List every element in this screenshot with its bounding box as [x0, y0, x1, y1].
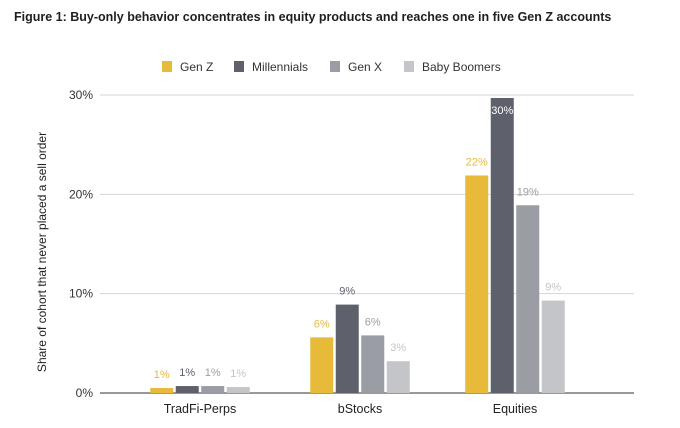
legend-swatch [162, 61, 172, 72]
y-tick-label: 0% [76, 386, 94, 400]
data-label: 19% [517, 186, 539, 198]
data-label: 1% [179, 367, 195, 379]
data-label: 1% [154, 369, 170, 381]
data-label: 9% [545, 282, 561, 294]
data-label: 6% [365, 316, 381, 328]
bar [310, 337, 334, 393]
x-category-label: Equities [493, 402, 537, 416]
y-tick-label: 30% [69, 88, 93, 102]
data-label: 30% [491, 105, 513, 117]
legend-label: Baby Boomers [422, 60, 501, 74]
data-label: 22% [466, 156, 488, 168]
x-category-label: TradFi-Perps [164, 402, 236, 416]
legend-label: Gen X [348, 60, 382, 74]
y-tick-label: 10% [69, 287, 93, 301]
legend-swatch [234, 61, 244, 72]
data-label: 1% [205, 367, 221, 379]
legend-swatch [404, 61, 414, 72]
y-axis-ticks: 0% 10% 20% 30% [69, 88, 93, 400]
legend-label: Gen Z [180, 60, 213, 74]
data-label: 1% [230, 368, 246, 380]
y-tick-label: 20% [69, 187, 93, 201]
legend-label: Millennials [252, 60, 308, 74]
data-label: 9% [339, 286, 355, 298]
y-axis-label: Share of cohort that never placed a sell… [35, 132, 49, 372]
chart-title: Figure 1: Buy-only behavior concentrates… [14, 10, 612, 24]
bar [465, 175, 489, 393]
bars [150, 97, 565, 393]
bar [201, 386, 225, 393]
bar [516, 205, 540, 393]
bar [541, 300, 565, 393]
bar [386, 361, 410, 393]
data-label: 6% [314, 318, 330, 330]
bar [335, 304, 359, 393]
data-label: 3% [390, 342, 406, 354]
bar [226, 387, 250, 393]
legend-swatch [330, 61, 340, 72]
x-axis-categories: TradFi-Perps bStocks Equities [164, 402, 537, 416]
x-category-label: bStocks [338, 402, 382, 416]
bar [150, 388, 174, 393]
bar [175, 386, 199, 393]
legend: Gen Z Millennials Gen X Baby Boomers [162, 60, 501, 74]
bar [490, 97, 514, 393]
bar [361, 335, 385, 393]
data-labels: 1% 1% 1% 1% 6% 9% 6% 3% 22% 30% 19% 9% [154, 105, 562, 381]
